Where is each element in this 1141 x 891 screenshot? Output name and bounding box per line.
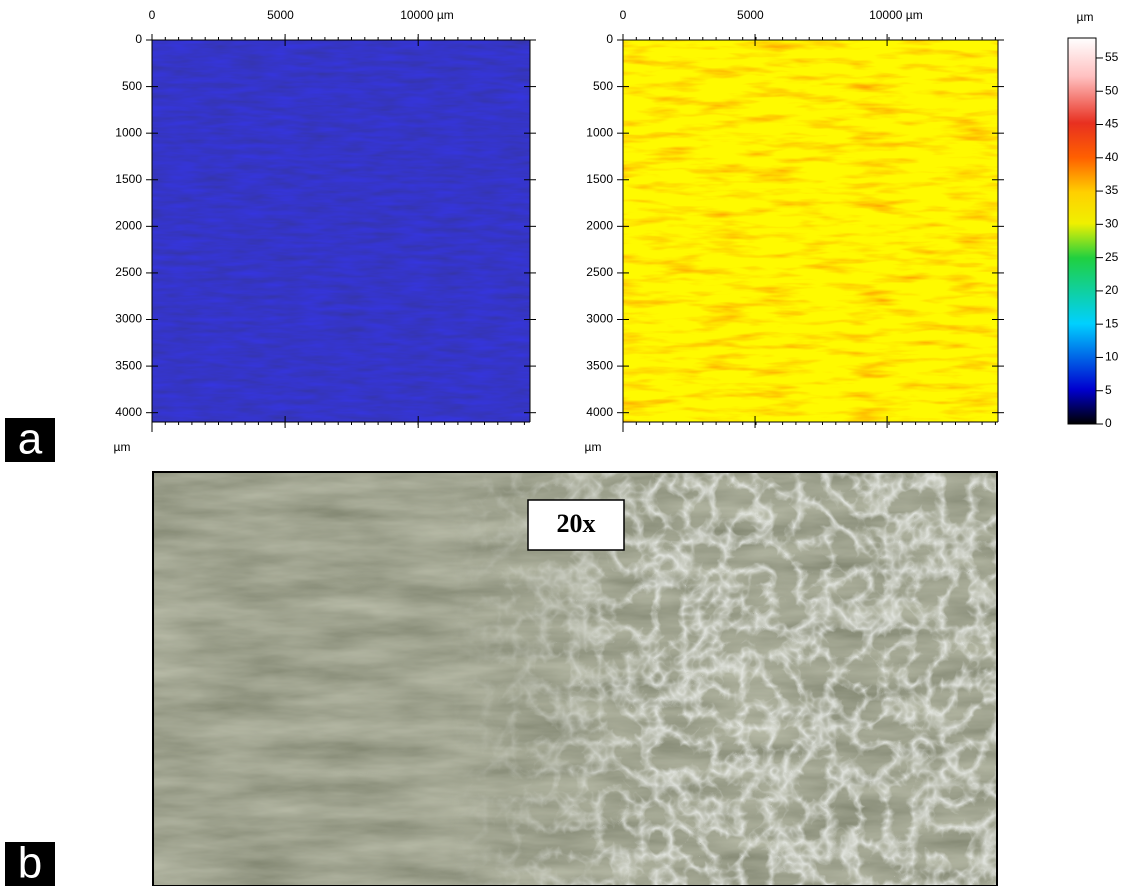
y-tick-label: 4000 [115,405,142,419]
colorbar-tick-label: 10 [1105,350,1119,364]
y-tick-label: 3500 [586,358,613,372]
colorbar-tick-label: 15 [1105,316,1119,330]
y-tick-label: 2500 [115,265,142,279]
x-tick-label: 10000 µm [869,8,923,22]
y-tick-label: 3000 [115,312,142,326]
height-map [152,40,530,422]
magnification-label: 20x [557,509,596,538]
colorbar-tick-label: 25 [1105,250,1119,264]
y-tick-label: 2000 [115,219,142,233]
colorbar-tick-label: 45 [1105,117,1119,131]
y-tick-label: 1500 [586,172,613,186]
y-tick-label: 3000 [586,312,613,326]
y-tick-label: 500 [122,79,142,93]
y-tick-label: 0 [135,32,142,46]
panel-label-box [5,418,55,462]
y-tick-label: 1000 [115,125,142,139]
magnification-box [527,499,625,551]
height-map [623,40,998,422]
panel-label: b [18,839,42,886]
panel-label: a [18,415,43,464]
y-unit: µm [585,440,602,454]
colorbar-tick-label: 30 [1105,217,1119,231]
y-tick-label: 1500 [115,172,142,186]
colorbar-tick-label: 5 [1105,383,1112,397]
y-tick-label: 2500 [586,265,613,279]
colorbar-tick-label: 50 [1105,83,1119,97]
x-tick-label: 0 [149,8,156,22]
y-tick-label: 3500 [115,358,142,372]
colorbar-tick-label: 0 [1105,416,1112,430]
colorbar-tick-label: 40 [1105,150,1119,164]
colorbar-tick-label: 55 [1105,50,1119,64]
y-tick-label: 2000 [586,219,613,233]
x-tick-label: 5000 [267,8,294,22]
x-tick-label: 10000 µm [400,8,454,22]
y-tick-label: 4000 [586,405,613,419]
colorbar-tick-label: 20 [1105,283,1119,297]
x-tick-label: 5000 [737,8,764,22]
panel-label-box [5,842,55,886]
y-tick-label: 1000 [586,125,613,139]
colorbar-tick-label: 35 [1105,183,1119,197]
y-tick-label: 0 [606,32,613,46]
colorbar-unit: µm [1077,10,1094,24]
y-unit: µm [114,440,131,454]
x-tick-label: 0 [620,8,627,22]
colorbar [1067,37,1097,425]
y-tick-label: 500 [593,79,613,93]
